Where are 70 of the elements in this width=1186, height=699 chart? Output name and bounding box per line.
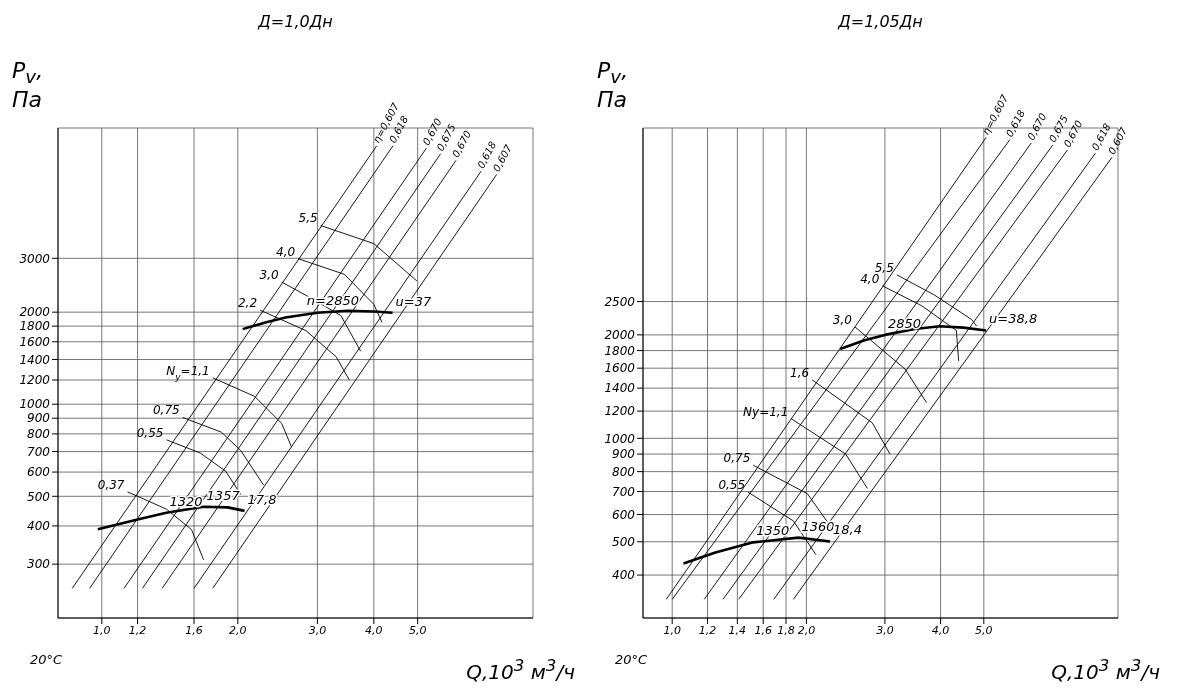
y-tick-label: 1800: [604, 343, 636, 358]
y-tick-label: 1600: [19, 335, 51, 350]
y-tick-label: 1200: [19, 373, 51, 388]
y-tick-label: 1400: [19, 352, 51, 367]
y-tick-label: 1000: [19, 397, 51, 412]
x-tick-label: 1,0: [663, 623, 681, 637]
y-tick-label: 1400: [604, 381, 636, 396]
series-label: 0,75: [152, 403, 180, 418]
y-axis-title: P$_{v}$, Па: [12, 58, 45, 113]
x-tick-label: 1,6: [185, 623, 203, 637]
x-tick-label: 1,6: [754, 623, 772, 637]
y-tick-label: 900: [612, 447, 636, 462]
x-tick-label: 1,2: [698, 623, 717, 637]
series-label: 0,75: [723, 451, 751, 466]
series-label: 4,0: [276, 244, 296, 259]
series-label: 3,0: [259, 267, 279, 282]
annotation: u=38,8: [989, 311, 1038, 327]
x-tick-label: 4,0: [365, 623, 383, 637]
y-tick-label: 1000: [604, 431, 636, 446]
y-tick-label: 600: [27, 465, 51, 480]
x-tick-label: 1,4: [728, 623, 747, 637]
y-tick-label: 2000: [19, 305, 51, 320]
y-tick-label: 1600: [604, 361, 636, 376]
text: 20°C: [30, 652, 63, 667]
annotation: 2850: [887, 315, 921, 331]
x-tick-label: 5,0: [975, 623, 993, 637]
x-tick-label: 2,0: [229, 623, 247, 637]
y-tick-label: 300: [27, 557, 51, 572]
annotation: 1360: [801, 518, 835, 534]
y-tick-label: 2000: [604, 328, 636, 343]
series-label: 0,55: [136, 425, 164, 440]
y-tick-label: 700: [27, 444, 51, 459]
x-tick-label: 4,0: [931, 623, 950, 637]
series-label: 2,2: [237, 296, 258, 311]
annotation: 1350: [756, 523, 790, 539]
x-tick-label: 5,0: [408, 623, 427, 637]
y-tick-label: 800: [612, 464, 636, 479]
chart-title: Д=1,0Дн: [257, 12, 334, 31]
y-tick-label: 1200: [604, 404, 636, 419]
y-tick-label: 600: [612, 507, 636, 522]
x-tick-label: 3,0: [876, 623, 894, 637]
series-label: 1,6: [790, 365, 810, 380]
y-tick-label: 500: [612, 535, 636, 550]
x-axis-title: Q,10$^{3}$ м$^{3}$/ч: [466, 656, 575, 684]
y-tick-label: 700: [612, 484, 636, 499]
series-label: N$_{y}$=1,1: [166, 363, 210, 382]
y-tick-label: 400: [27, 519, 51, 534]
series-label: Ny=1,1: [743, 404, 789, 419]
series-label: 3,0: [832, 312, 853, 327]
x-tick-label: 1,8: [777, 623, 795, 637]
x-tick-label: 1,0: [93, 623, 111, 637]
y-tick-label: 3000: [19, 251, 51, 266]
y-tick-label: 1800: [19, 319, 51, 334]
y-axis-title: P$_{v}$, Па: [597, 58, 630, 113]
series-label: 0,55: [718, 478, 746, 493]
x-axis-title: Q,10$^{3}$ м$^{3}$/ч: [1051, 656, 1160, 684]
y-tick-label: 400: [612, 568, 636, 583]
series-label: 5,5: [298, 211, 318, 226]
chart-title: Д=1,05Дн: [837, 12, 924, 31]
x-tick-label: 3,0: [308, 623, 327, 637]
y-tick-label: 500: [27, 489, 51, 504]
series-label: 0,37: [97, 477, 125, 492]
x-tick-label: 1,2: [128, 623, 147, 637]
text: 20°C: [615, 652, 648, 667]
y-tick-label: 800: [27, 427, 51, 442]
x-tick-label: 2,0: [797, 623, 816, 637]
y-tick-label: 2500: [604, 294, 636, 309]
annotation: 18,4: [833, 522, 863, 538]
annotation: 1320: [169, 493, 203, 509]
y-tick-label: 900: [27, 411, 51, 426]
